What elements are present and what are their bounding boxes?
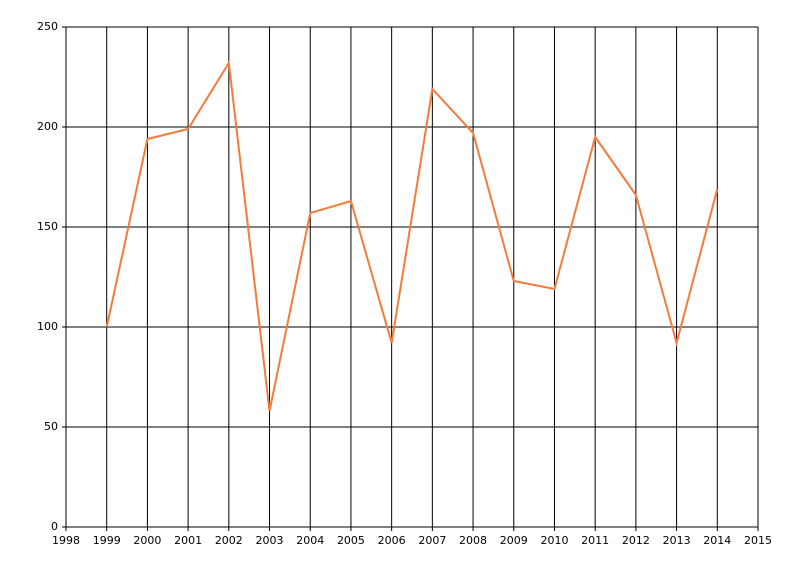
x-tick-label: 2003 <box>256 534 284 547</box>
x-tick-label: 2011 <box>581 534 609 547</box>
y-tick-label: 250 <box>37 20 58 33</box>
y-tick-label: 150 <box>37 220 58 233</box>
data-line <box>105 60 719 412</box>
x-tick-label: 2002 <box>215 534 243 547</box>
y-tick-label: 50 <box>44 420 58 433</box>
x-tick-label: 2004 <box>296 534 324 547</box>
x-tick-label: 2007 <box>418 534 446 547</box>
x-tick-label: 2013 <box>663 534 691 547</box>
x-tick-label: 1999 <box>93 534 121 547</box>
x-tick-label: 2001 <box>174 534 202 547</box>
x-tick-label: 2014 <box>703 534 731 547</box>
x-tick-label: 1998 <box>52 534 80 547</box>
x-tick-label: 2005 <box>337 534 365 547</box>
x-tick-label: 2006 <box>378 534 406 547</box>
x-tick-label: 2000 <box>133 534 161 547</box>
y-tick-label: 0 <box>51 520 58 533</box>
y-tick-label: 100 <box>37 320 58 333</box>
x-tick-label: 2008 <box>459 534 487 547</box>
x-tick-label: 2010 <box>540 534 568 547</box>
y-tick-label: 200 <box>37 120 58 133</box>
x-tick-label: 2015 <box>744 534 772 547</box>
x-tick-label: 2012 <box>622 534 650 547</box>
x-tick-label: 2009 <box>500 534 528 547</box>
